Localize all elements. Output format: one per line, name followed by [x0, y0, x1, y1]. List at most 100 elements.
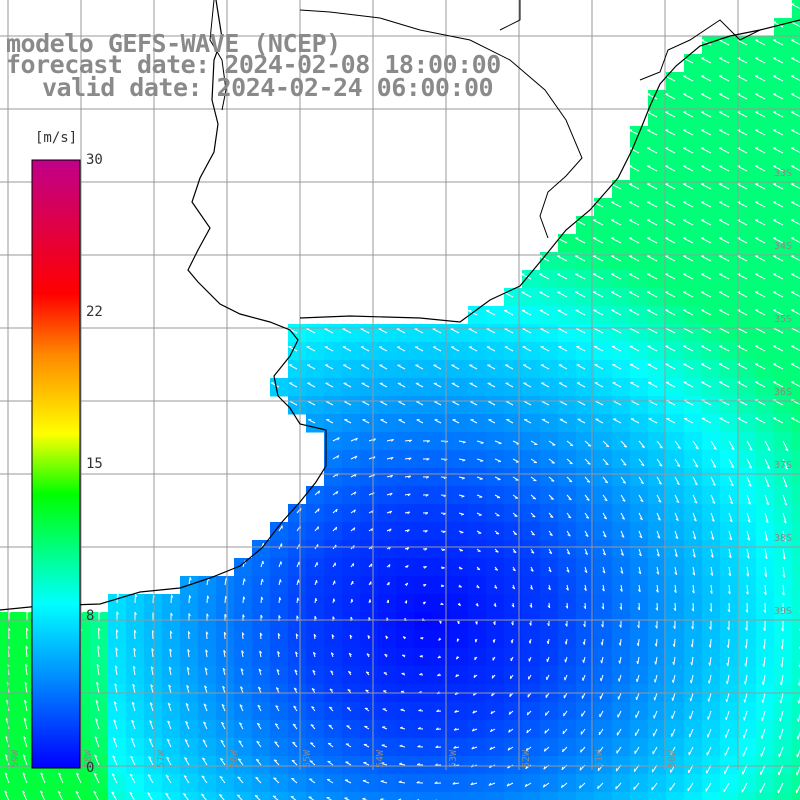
wind-cell	[180, 738, 199, 757]
wind-cell	[342, 774, 361, 793]
wind-cell	[486, 720, 505, 739]
wind-arrow	[540, 346, 550, 352]
wind-arrow-head	[362, 797, 366, 800]
wind-cell	[702, 270, 721, 289]
wind-arrow	[746, 602, 749, 613]
wind-arrow	[764, 548, 768, 559]
wind-arrow-head	[507, 747, 510, 751]
wind-arrow	[790, 3, 800, 10]
wind-arrow	[763, 656, 766, 667]
wind-arrow	[628, 291, 640, 298]
wind-arrow	[638, 584, 641, 593]
wind-arrow	[718, 255, 730, 262]
wind-arrow	[397, 382, 406, 388]
wind-arrow-head	[760, 735, 763, 739]
wind-cell	[756, 270, 775, 289]
wind-cell	[720, 378, 739, 397]
wind-arrow	[772, 75, 784, 82]
wind-arrow	[619, 656, 622, 664]
wind-arrow	[736, 165, 748, 172]
wind-arrow	[764, 530, 769, 541]
wind-cell	[324, 342, 343, 361]
wind-arrow	[619, 638, 622, 646]
wind-cell	[144, 702, 163, 721]
wind-arrow	[593, 346, 604, 352]
wind-cell	[162, 774, 181, 793]
wind-arrow	[151, 648, 154, 658]
wind-arrow-head	[749, 448, 753, 451]
wind-arrow	[736, 291, 748, 298]
wind-arrow	[486, 328, 496, 334]
wind-arrow	[133, 630, 136, 640]
wind-arrow	[691, 638, 694, 648]
wind-cell	[684, 360, 703, 379]
wind-cell	[792, 486, 800, 505]
wind-arrow	[148, 738, 154, 748]
wind-arrow	[682, 183, 694, 190]
wind-arrow-head	[480, 460, 484, 462]
wind-arrow-head	[617, 678, 620, 682]
wind-arrow-head	[761, 681, 764, 685]
wind-arrow-head	[134, 629, 137, 633]
wind-arrow	[638, 548, 642, 557]
wind-arrow-head	[406, 547, 410, 551]
wind-cell	[504, 378, 523, 397]
wind-arrow	[682, 237, 694, 244]
wind-cell	[72, 774, 91, 793]
wind-arrow	[736, 237, 748, 244]
wind-cell	[522, 774, 541, 793]
wind-arrow	[630, 382, 640, 388]
wind-cell	[108, 648, 127, 667]
wind-cell	[648, 180, 667, 199]
wind-arrow	[242, 596, 245, 604]
wind-arrow	[705, 782, 712, 792]
wind-cell	[558, 342, 577, 361]
wind-arrow-head	[471, 746, 475, 750]
wind-arrow	[404, 457, 412, 460]
wind-cell	[756, 792, 775, 800]
wind-arrow	[149, 720, 154, 730]
wind-arrow	[186, 667, 190, 676]
wind-cell	[522, 756, 541, 775]
wind-cell	[378, 648, 397, 667]
wind-arrow-head	[480, 442, 484, 444]
wind-cell	[684, 306, 703, 325]
wind-arrow	[674, 440, 681, 449]
wind-arrow-head	[184, 757, 188, 760]
wind-arrow	[368, 456, 376, 460]
wind-arrow-head	[257, 722, 261, 726]
wind-cell	[450, 648, 469, 667]
wind-cell	[144, 720, 163, 739]
wind-arrow	[538, 255, 550, 262]
wind-arrow	[114, 665, 118, 676]
wind-cell	[684, 72, 703, 91]
wind-cell	[756, 288, 775, 307]
wind-arrow	[790, 183, 800, 190]
wind-arrow	[594, 364, 604, 370]
wind-arrow	[166, 756, 172, 766]
wind-arrow	[736, 381, 748, 388]
wind-arrow	[628, 165, 640, 172]
wind-cell	[684, 234, 703, 253]
wind-arrow	[593, 327, 604, 334]
wind-arrow-head	[603, 534, 607, 538]
wind-arrow	[743, 710, 748, 721]
wind-arrow	[665, 345, 676, 352]
wind-arrow-head	[402, 636, 407, 639]
wind-arrow-head	[694, 500, 698, 504]
wind-cell	[612, 324, 631, 343]
wind-cell	[792, 594, 800, 613]
wind-arrow-head	[513, 551, 517, 554]
wind-arrow-head	[435, 727, 439, 730]
wind-arrow	[487, 401, 496, 406]
wind-cell	[342, 666, 361, 685]
wind-cell	[396, 792, 415, 800]
wind-cell	[792, 54, 800, 73]
wind-cell	[702, 378, 721, 397]
wind-arrow-head	[418, 708, 422, 712]
wind-cell	[594, 252, 613, 271]
wind-arrow	[790, 39, 800, 46]
wind-arrow-head	[708, 662, 711, 666]
wind-cell	[198, 720, 217, 739]
wind-arrow-head	[745, 609, 748, 613]
